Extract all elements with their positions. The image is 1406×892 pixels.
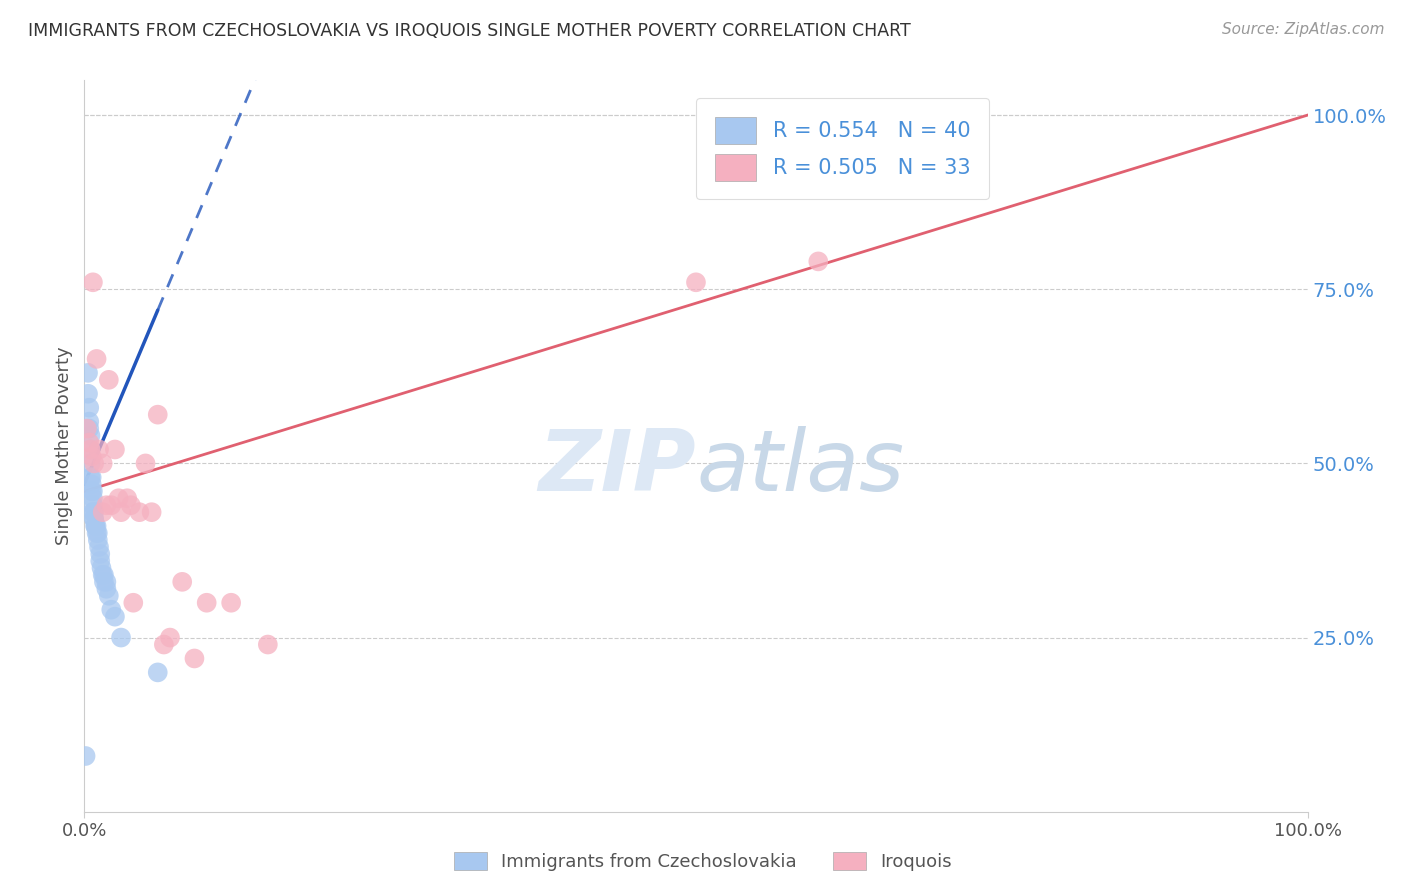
- Point: [80, 477, 103, 491]
- Point: [83, 512, 105, 526]
- Point: [104, 442, 127, 457]
- Point: [96, 498, 118, 512]
- Point: [122, 596, 145, 610]
- Point: [183, 651, 205, 665]
- Point: [87, 533, 110, 547]
- Point: [172, 574, 194, 589]
- Point: [93, 567, 115, 582]
- Point: [96, 582, 118, 596]
- Point: [82, 484, 104, 499]
- Point: [82, 491, 104, 506]
- Point: [91, 505, 114, 519]
- Y-axis label: Single Mother Poverty: Single Mother Poverty: [55, 347, 73, 545]
- Point: [257, 638, 280, 652]
- Point: [685, 275, 707, 289]
- Point: [77, 366, 100, 380]
- Point: [87, 526, 110, 541]
- Point: [97, 589, 120, 603]
- Point: [104, 609, 127, 624]
- Legend: R = 0.554   N = 40, R = 0.505   N = 33: R = 0.554 N = 40, R = 0.505 N = 33: [696, 98, 990, 200]
- Point: [90, 561, 112, 575]
- Point: [75, 749, 97, 764]
- Point: [82, 275, 104, 289]
- Point: [110, 631, 132, 645]
- Point: [83, 457, 105, 471]
- Point: [115, 491, 138, 506]
- Point: [100, 603, 122, 617]
- Point: [82, 498, 104, 512]
- Point: [807, 254, 830, 268]
- Point: [80, 450, 103, 464]
- Point: [97, 373, 120, 387]
- Text: ZIP: ZIP: [538, 426, 696, 509]
- Point: [89, 547, 111, 561]
- Point: [153, 638, 176, 652]
- Point: [77, 386, 100, 401]
- Point: [79, 442, 101, 457]
- Point: [86, 351, 108, 366]
- Point: [110, 505, 132, 519]
- Point: [87, 540, 110, 554]
- Point: [219, 596, 242, 610]
- Point: [82, 505, 104, 519]
- Point: [120, 498, 142, 512]
- Point: [76, 421, 98, 435]
- Point: [80, 484, 103, 499]
- Point: [80, 470, 103, 484]
- Point: [87, 442, 110, 457]
- Point: [79, 470, 101, 484]
- Legend: Immigrants from Czechoslovakia, Iroquois: Immigrants from Czechoslovakia, Iroquois: [447, 845, 959, 879]
- Point: [86, 526, 108, 541]
- Point: [146, 665, 169, 680]
- Point: [146, 408, 169, 422]
- Point: [91, 457, 114, 471]
- Point: [79, 457, 101, 471]
- Point: [195, 596, 218, 610]
- Point: [107, 491, 129, 506]
- Point: [91, 567, 114, 582]
- Point: [159, 631, 181, 645]
- Point: [135, 457, 157, 471]
- Point: [79, 442, 101, 457]
- Point: [84, 519, 107, 533]
- Text: IMMIGRANTS FROM CZECHOSLOVAKIA VS IROQUOIS SINGLE MOTHER POVERTY CORRELATION CHA: IMMIGRANTS FROM CZECHOSLOVAKIA VS IROQUO…: [28, 22, 911, 40]
- Point: [93, 574, 115, 589]
- Point: [141, 505, 163, 519]
- Point: [89, 554, 111, 568]
- Point: [83, 512, 105, 526]
- Point: [869, 115, 891, 129]
- Point: [79, 428, 101, 442]
- Point: [83, 505, 105, 519]
- Point: [96, 574, 118, 589]
- Point: [86, 519, 108, 533]
- Point: [77, 401, 100, 415]
- Point: [100, 498, 122, 512]
- Point: [84, 519, 107, 533]
- Point: [77, 415, 100, 429]
- Point: [77, 421, 100, 435]
- Text: atlas: atlas: [696, 426, 904, 509]
- Point: [128, 505, 150, 519]
- Text: Source: ZipAtlas.com: Source: ZipAtlas.com: [1222, 22, 1385, 37]
- Point: [77, 435, 100, 450]
